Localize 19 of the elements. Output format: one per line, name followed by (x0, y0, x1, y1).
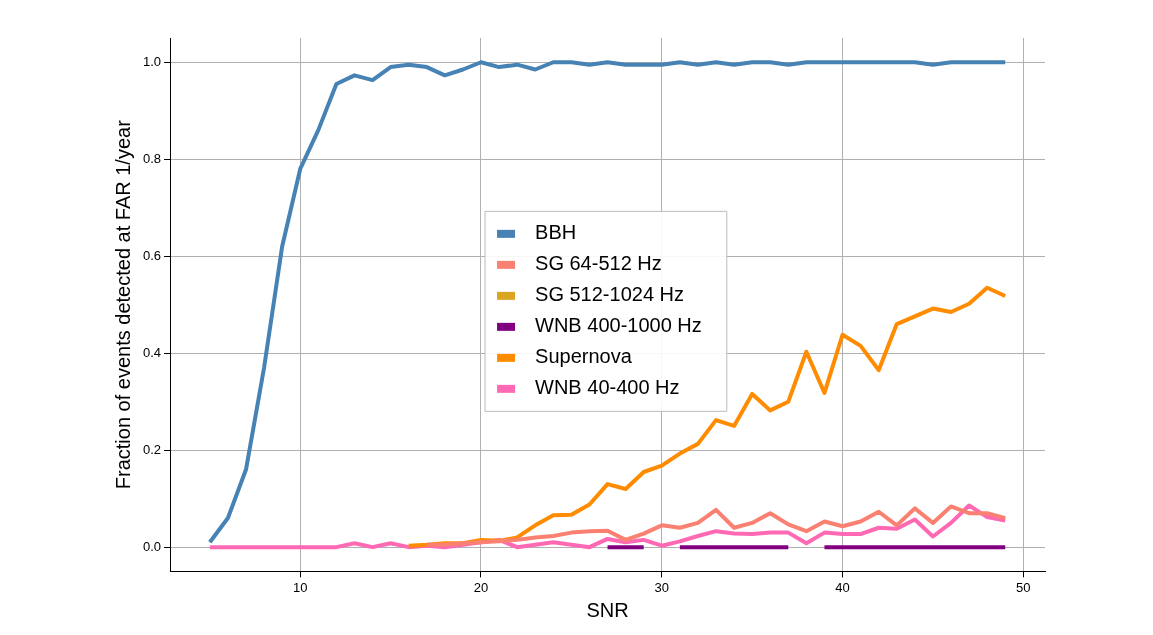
legend-label: SG 512-1024 Hz (535, 283, 685, 306)
legend-label: SG 64-512 Hz (535, 252, 662, 275)
legend-label: BBH (535, 221, 577, 244)
legend-label: Supernova (535, 345, 633, 368)
y-tick-label: 1.0 (142, 53, 162, 69)
y-tick-label: 0.8 (142, 150, 162, 166)
x-tick-label: 10 (292, 579, 308, 595)
y-tick-label: 0.0 (142, 538, 162, 554)
legend-label: WNB 40-400 Hz (535, 376, 680, 399)
y-tick-label: 0.4 (142, 344, 162, 360)
legend-label: WNB 400-1000 Hz (535, 314, 702, 337)
x-axis-title: SNR (586, 598, 629, 621)
x-tick-label: 50 (1016, 579, 1031, 595)
x-tick-label: 40 (835, 579, 850, 595)
y-axis-title: Fraction of events detected at FAR 1/year (111, 119, 134, 490)
x-tick-label: 20 (473, 579, 489, 595)
y-tick-label: 0.2 (142, 441, 162, 457)
x-tick-label: 30 (654, 579, 669, 595)
y-tick-label: 0.6 (142, 247, 162, 263)
